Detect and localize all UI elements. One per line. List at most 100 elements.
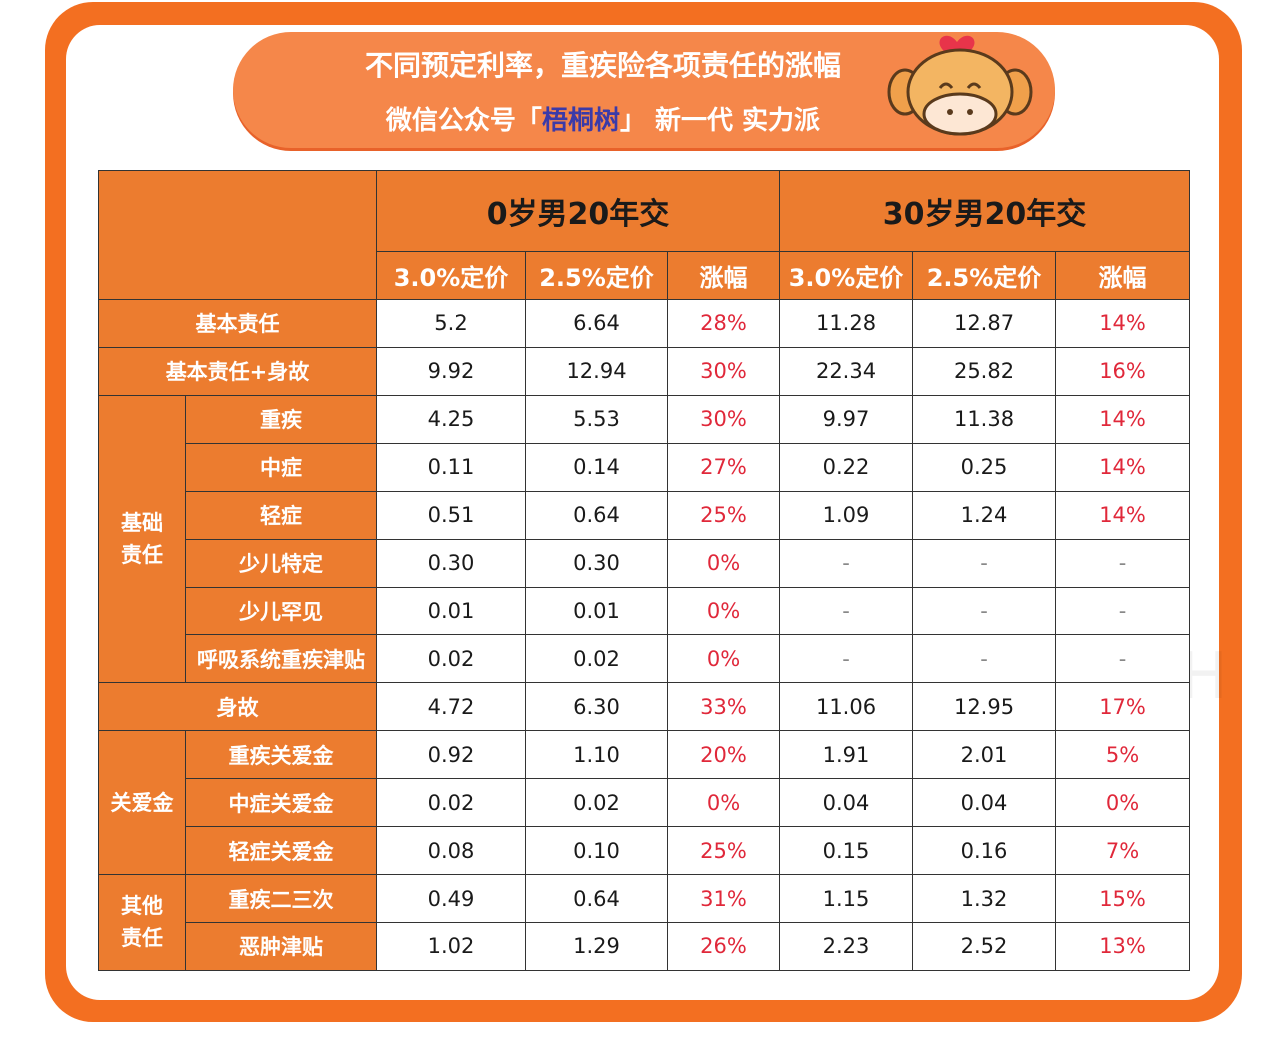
row-header: 身故 [98, 682, 377, 732]
data-cell: - [912, 634, 1057, 684]
table-row: 关爱金 重疾关爱金 0.92 1.10 20% 1.91 2.01 5% [98, 730, 1191, 876]
data-cell: 12.87 [912, 299, 1057, 348]
group-header: 0岁男20年交 [375, 170, 781, 252]
row-header: 基本责任 [98, 299, 377, 348]
data-cell: 25.82 [912, 346, 1057, 396]
data-cell: 0.02 [525, 634, 668, 684]
data-cell: 25% [666, 826, 781, 876]
category-label: 关爱金 [110, 790, 174, 815]
table-row: 少儿罕见 0.01 0.01 0% - - - [99, 586, 1191, 636]
column-header: 3.0%定价 [376, 251, 526, 300]
data-cell: 1.09 [779, 490, 914, 540]
subtitle-suffix: 」 新一代 实力派 [619, 106, 821, 136]
data-cell: 5.2 [376, 299, 526, 348]
data-cell: 0.64 [525, 874, 668, 923]
column-header: 2.5%定价 [912, 251, 1057, 300]
data-cell: 0.49 [376, 874, 526, 923]
data-cell: 0.04 [912, 778, 1057, 828]
data-cell: 0.51 [376, 490, 526, 540]
data-cell: 0% [666, 634, 781, 684]
row-header: 恶肿津贴 [185, 921, 377, 971]
data-cell: 9.92 [376, 346, 526, 396]
data-cell: 0.02 [376, 634, 526, 684]
category-header: 其他 责任 [98, 874, 186, 971]
data-cell: 6.30 [525, 682, 668, 732]
data-cell: 9.97 [779, 394, 914, 444]
table-row: 其他 责任 重疾二三次 0.49 0.64 31% 1.15 1.32 15% [98, 874, 1191, 971]
data-cell: 0.01 [525, 586, 668, 636]
row-header: 少儿罕见 [185, 586, 377, 636]
cow-mascot-icon [887, 35, 1033, 136]
data-cell: 5% [1055, 730, 1191, 780]
row-header: 重疾二三次 [185, 874, 377, 923]
table-row: 中症关爱金 0.02 0.02 0% 0.04 0.04 0% [99, 778, 1191, 828]
row-header: 轻症 [185, 490, 377, 540]
table-row: 恶肿津贴 1.02 1.29 26% 2.23 2.52 13% [99, 921, 1191, 971]
column-header: 3.0%定价 [779, 251, 914, 300]
table-row: 轻症 0.51 0.64 25% 1.09 1.24 14% [99, 490, 1191, 540]
data-cell: 30% [666, 394, 781, 444]
category-label: 其他 责任 [121, 894, 163, 951]
data-cell: 33% [666, 682, 781, 732]
data-cell: 0.10 [525, 826, 668, 876]
table-row: 中症 0.11 0.14 27% 0.22 0.25 14% [99, 442, 1191, 492]
data-cell: 0.01 [376, 586, 526, 636]
table-row: 身故 4.72 6.30 33% 11.06 12.95 17% [98, 682, 1191, 732]
row-header: 基本责任+身故 [98, 346, 377, 396]
header-row: 0岁男20年交 30岁男20年交 [98, 170, 1191, 300]
data-cell: 17% [1055, 682, 1191, 732]
data-cell: 14% [1055, 490, 1191, 540]
data-cell: 12.94 [525, 346, 668, 396]
data-cell: 22.34 [779, 346, 914, 396]
data-cell: 0% [1055, 778, 1191, 828]
data-cell: 14% [1055, 394, 1191, 444]
data-cell: 0.25 [912, 442, 1057, 492]
data-cell: 1.32 [912, 874, 1057, 923]
data-cell: 7% [1055, 826, 1191, 876]
data-cell: 15% [1055, 874, 1191, 923]
category-header: 关爱金 [98, 730, 186, 876]
data-cell: 0.11 [376, 442, 526, 492]
data-cell: 2.52 [912, 921, 1057, 971]
data-cell: 6.64 [525, 299, 668, 348]
data-cell: 12.95 [912, 682, 1057, 732]
row-header: 少儿特定 [185, 538, 377, 588]
data-cell: 31% [666, 874, 781, 923]
data-cell: 0% [666, 538, 781, 588]
data-cell: 2.01 [912, 730, 1057, 780]
data-cell: - [779, 634, 914, 684]
data-cell: 11.28 [779, 299, 914, 348]
banner-subtitle: 微信公众号「梧桐树」 新一代 实力派 [233, 100, 973, 137]
data-cell: 0.30 [525, 538, 668, 588]
category-label: 基础 责任 [121, 511, 163, 568]
data-cell: 0.08 [376, 826, 526, 876]
data-cell: 30% [666, 346, 781, 396]
data-cell: 0.02 [525, 778, 668, 828]
data-cell: 13% [1055, 921, 1191, 971]
data-cell: 0.22 [779, 442, 914, 492]
data-cell: 4.72 [376, 682, 526, 732]
data-cell: - [1055, 538, 1191, 588]
data-cell: 0.02 [376, 778, 526, 828]
data-cell: 0.92 [376, 730, 526, 780]
category-header: 基础 责任 [98, 394, 186, 684]
data-cell: 14% [1055, 442, 1191, 492]
table-row: 基本责任+身故 9.92 12.94 30% 22.34 25.82 16% [98, 346, 1191, 396]
column-header: 2.5%定价 [525, 251, 668, 300]
data-cell: - [779, 586, 914, 636]
data-cell: 14% [1055, 299, 1191, 348]
data-cell: 5.53 [525, 394, 668, 444]
data-cell: 0.30 [376, 538, 526, 588]
data-cell: 0.64 [525, 490, 668, 540]
row-header: 呼吸系统重疾津贴 [185, 634, 377, 684]
data-cell: 0.14 [525, 442, 668, 492]
group-header: 30岁男20年交 [779, 170, 1191, 252]
comparison-table: 0岁男20年交 30岁男20年交 3.0%定价 2.5%定价 涨幅 3.0%定价 2.5%定… [98, 170, 1191, 971]
table-row: 基本责任 5.2 6.64 28% 11.28 12.87 14% [98, 299, 1191, 348]
data-cell: 20% [666, 730, 781, 780]
row-header: 中症 [185, 442, 377, 492]
data-cell: 2.23 [779, 921, 914, 971]
banner-title: 不同预定利率，重疾险各项责任的涨幅 [364, 49, 841, 82]
data-cell: 11.06 [779, 682, 914, 732]
data-cell: 26% [666, 921, 781, 971]
